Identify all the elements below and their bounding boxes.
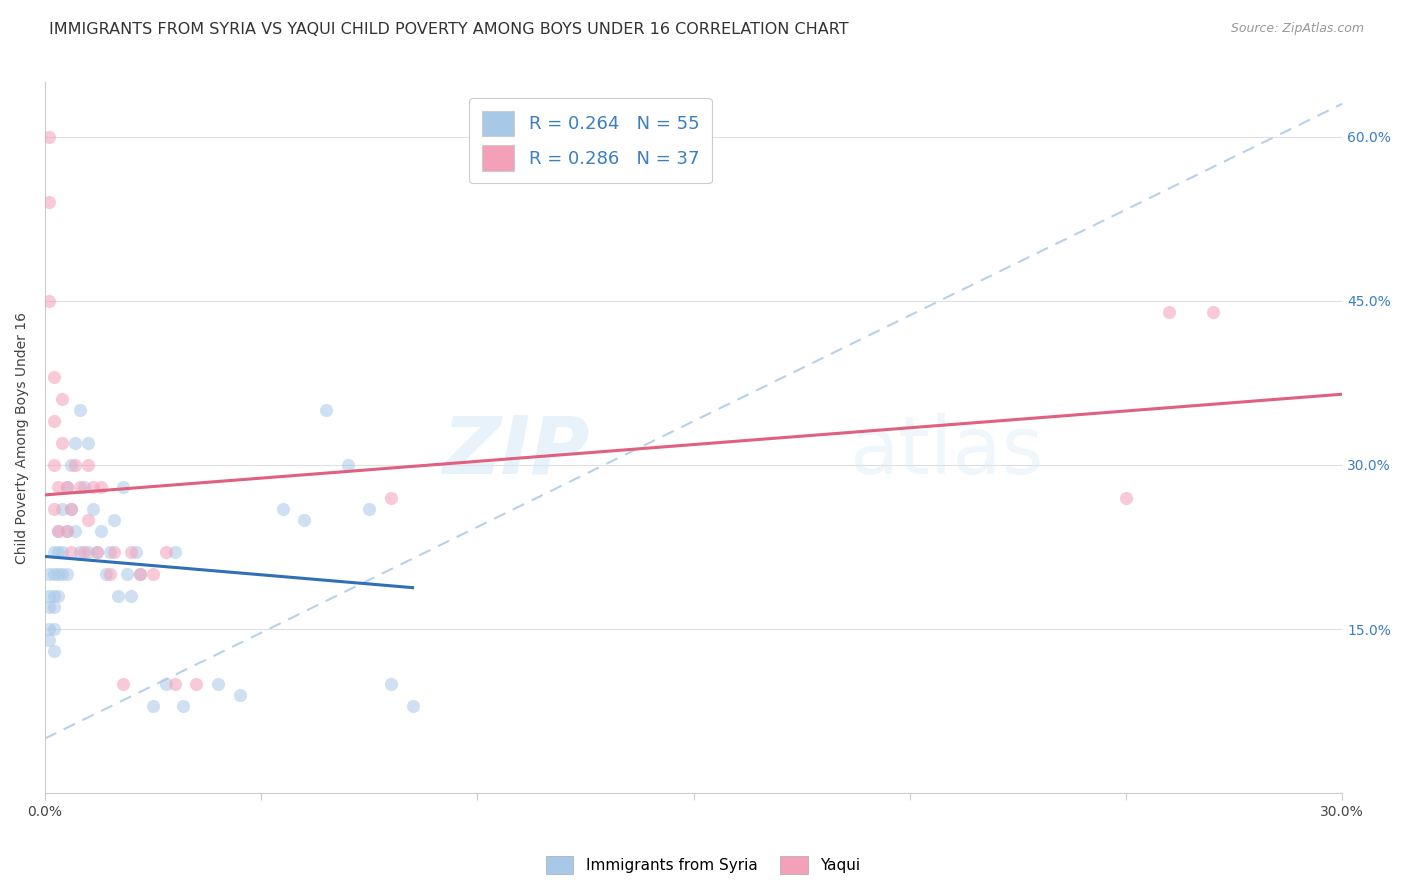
Point bbox=[38, 600, 60, 615]
Point bbox=[42, 458, 65, 472]
Point bbox=[46, 480, 69, 494]
Point bbox=[73, 480, 96, 494]
Point bbox=[46, 567, 69, 582]
Point bbox=[55, 524, 77, 538]
Point bbox=[55, 567, 77, 582]
Point bbox=[42, 622, 65, 636]
Point bbox=[315, 403, 337, 417]
Point bbox=[51, 501, 73, 516]
Point bbox=[120, 589, 142, 603]
Point bbox=[42, 589, 65, 603]
Point bbox=[38, 567, 60, 582]
Point bbox=[73, 545, 96, 559]
Point bbox=[59, 545, 82, 559]
Text: Source: ZipAtlas.com: Source: ZipAtlas.com bbox=[1230, 22, 1364, 36]
Point bbox=[46, 589, 69, 603]
Point bbox=[111, 480, 134, 494]
Point bbox=[359, 501, 381, 516]
Text: atlas: atlas bbox=[849, 413, 1043, 491]
Point bbox=[51, 436, 73, 450]
Point bbox=[82, 480, 104, 494]
Point bbox=[38, 632, 60, 647]
Point bbox=[129, 567, 152, 582]
Point bbox=[186, 677, 208, 691]
Point bbox=[77, 436, 100, 450]
Point bbox=[42, 545, 65, 559]
Legend: Immigrants from Syria, Yaqui: Immigrants from Syria, Yaqui bbox=[540, 850, 866, 880]
Point bbox=[103, 545, 125, 559]
Point bbox=[94, 567, 117, 582]
Point bbox=[65, 458, 87, 472]
Point bbox=[271, 501, 294, 516]
Legend: R = 0.264   N = 55, R = 0.286   N = 37: R = 0.264 N = 55, R = 0.286 N = 37 bbox=[470, 98, 711, 184]
Point bbox=[155, 677, 177, 691]
Point bbox=[142, 567, 165, 582]
Point bbox=[51, 392, 73, 407]
Point bbox=[1115, 491, 1137, 505]
Text: ZIP: ZIP bbox=[443, 413, 591, 491]
Point bbox=[86, 545, 108, 559]
Point bbox=[42, 370, 65, 384]
Point bbox=[59, 458, 82, 472]
Point bbox=[336, 458, 359, 472]
Point bbox=[163, 545, 186, 559]
Point bbox=[38, 622, 60, 636]
Point bbox=[38, 129, 60, 144]
Point bbox=[207, 677, 229, 691]
Point bbox=[46, 524, 69, 538]
Point bbox=[65, 436, 87, 450]
Point bbox=[125, 545, 148, 559]
Point bbox=[228, 688, 250, 702]
Point bbox=[120, 545, 142, 559]
Point bbox=[42, 414, 65, 428]
Point bbox=[82, 501, 104, 516]
Point bbox=[163, 677, 186, 691]
Point bbox=[55, 524, 77, 538]
Point bbox=[1201, 304, 1223, 318]
Point bbox=[46, 545, 69, 559]
Text: IMMIGRANTS FROM SYRIA VS YAQUI CHILD POVERTY AMONG BOYS UNDER 16 CORRELATION CHA: IMMIGRANTS FROM SYRIA VS YAQUI CHILD POV… bbox=[49, 22, 849, 37]
Point bbox=[46, 524, 69, 538]
Point bbox=[77, 545, 100, 559]
Point bbox=[65, 524, 87, 538]
Point bbox=[38, 293, 60, 308]
Point bbox=[103, 513, 125, 527]
Point bbox=[51, 545, 73, 559]
Point bbox=[129, 567, 152, 582]
Point bbox=[155, 545, 177, 559]
Point bbox=[59, 501, 82, 516]
Point bbox=[69, 545, 91, 559]
Point bbox=[380, 677, 402, 691]
Point bbox=[42, 644, 65, 658]
Point bbox=[1159, 304, 1181, 318]
Point bbox=[69, 403, 91, 417]
Point bbox=[55, 480, 77, 494]
Point bbox=[172, 698, 194, 713]
Point bbox=[38, 589, 60, 603]
Point bbox=[90, 524, 112, 538]
Point bbox=[77, 458, 100, 472]
Point bbox=[294, 513, 316, 527]
Point bbox=[111, 677, 134, 691]
Y-axis label: Child Poverty Among Boys Under 16: Child Poverty Among Boys Under 16 bbox=[15, 311, 30, 564]
Point bbox=[42, 600, 65, 615]
Point bbox=[69, 480, 91, 494]
Point bbox=[77, 513, 100, 527]
Point bbox=[107, 589, 129, 603]
Point bbox=[380, 491, 402, 505]
Point bbox=[55, 480, 77, 494]
Point bbox=[86, 545, 108, 559]
Point bbox=[142, 698, 165, 713]
Point bbox=[115, 567, 138, 582]
Point bbox=[98, 567, 121, 582]
Point bbox=[98, 545, 121, 559]
Point bbox=[42, 567, 65, 582]
Point bbox=[401, 698, 423, 713]
Point bbox=[42, 501, 65, 516]
Point bbox=[59, 501, 82, 516]
Point bbox=[38, 195, 60, 210]
Point bbox=[51, 567, 73, 582]
Point bbox=[90, 480, 112, 494]
